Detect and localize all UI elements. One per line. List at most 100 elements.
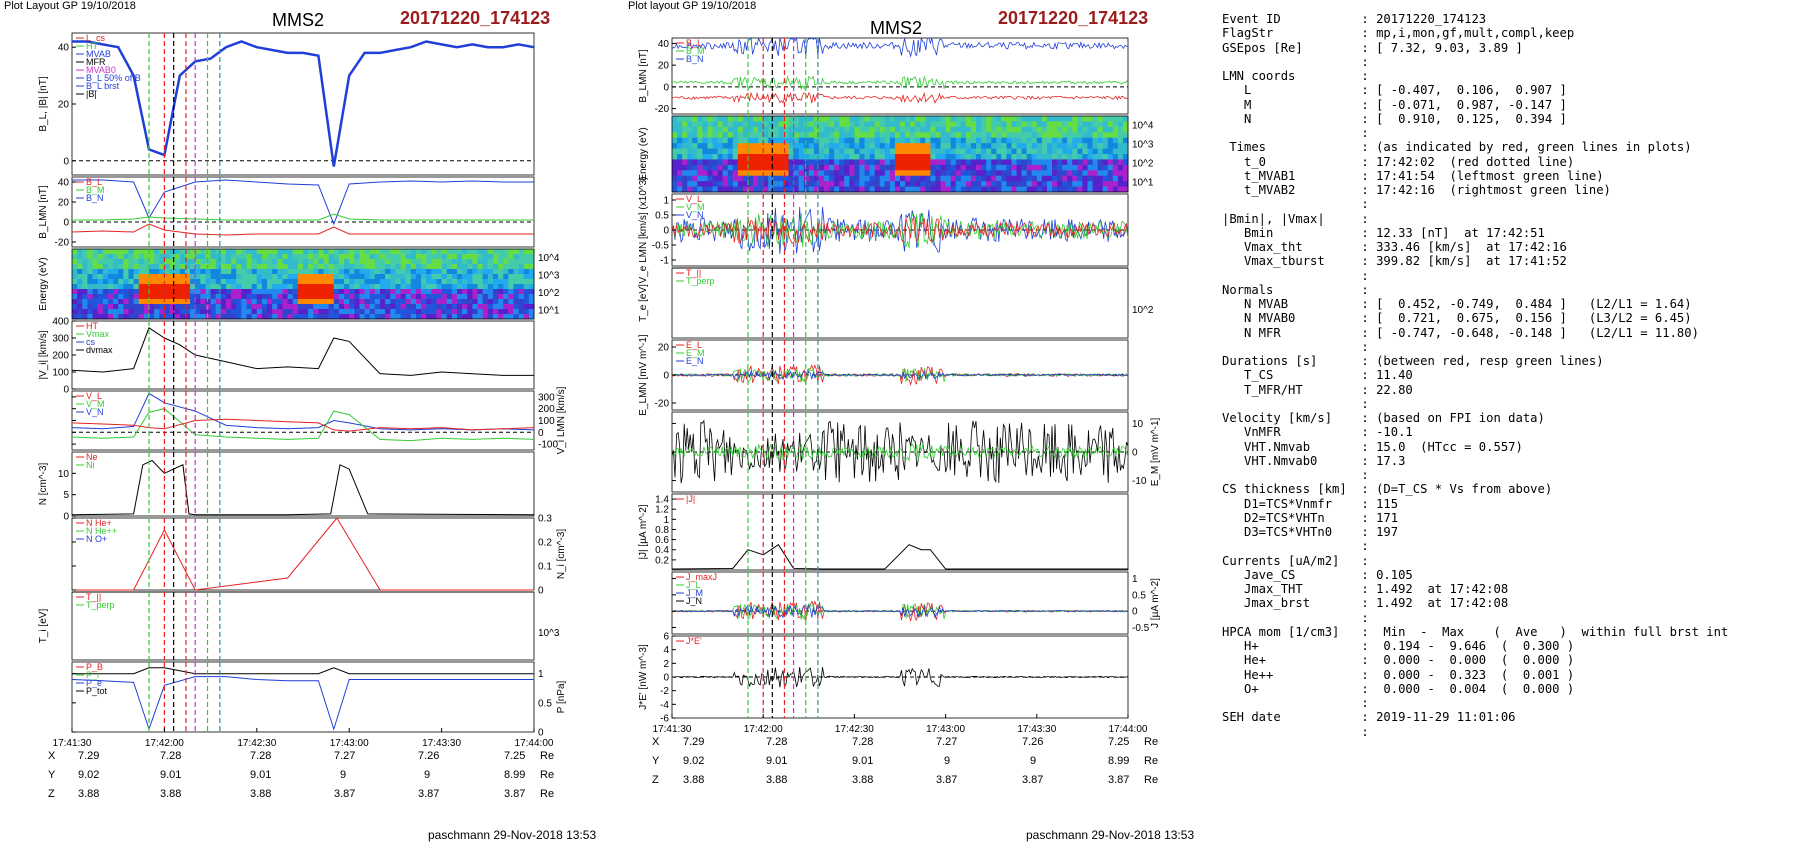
heatmap-cell xyxy=(773,164,779,171)
heatmap-cell xyxy=(292,294,299,300)
panel-frame xyxy=(71,517,535,591)
heatmap-cell xyxy=(707,170,714,177)
heatmap-cell xyxy=(682,154,688,160)
left-coord-x-unit: Re xyxy=(540,750,555,762)
heatmap-cell xyxy=(894,132,901,139)
heatmap-cell xyxy=(113,309,119,315)
heatmap-cell xyxy=(498,289,504,295)
heatmap-cell xyxy=(395,264,402,270)
heatmap-cell xyxy=(970,116,977,122)
heatmap-cell xyxy=(190,264,196,270)
y-tick-label: 1.4 xyxy=(655,495,669,506)
y-tick-label: 0.8 xyxy=(655,525,669,536)
heatmap-cell xyxy=(849,137,855,144)
heatmap-cell xyxy=(905,159,911,166)
heatmap-cell xyxy=(482,269,489,275)
heatmap-cell xyxy=(523,264,530,270)
right-event-label: 20171220_174123 xyxy=(998,8,1149,28)
heatmap-cell xyxy=(318,289,325,295)
heatmap-cell xyxy=(246,299,253,305)
heatmap-cell xyxy=(246,249,253,255)
legend-label: |J| xyxy=(686,494,695,504)
left-coord-x-label: X xyxy=(48,750,56,762)
heatmap-cell xyxy=(1117,121,1124,128)
heatmap-cell xyxy=(82,289,88,295)
heatmap-cell xyxy=(986,154,992,160)
heatmap-cell xyxy=(451,269,458,275)
heatmap-cell xyxy=(77,314,83,320)
heatmap-cell xyxy=(498,304,504,310)
right-coord-z-3: 3.87 xyxy=(936,774,958,786)
legend-label: E_N xyxy=(686,356,704,366)
heatmap-cell xyxy=(1026,175,1033,182)
heatmap-cell xyxy=(241,314,248,320)
right-coord-y-1: 9.01 xyxy=(766,755,788,767)
heatmap-cell xyxy=(960,137,967,144)
heatmap-cell xyxy=(241,304,248,310)
heatmap-cell xyxy=(692,126,698,133)
heatmap-cell xyxy=(884,164,891,171)
heatmap-cell xyxy=(164,294,171,300)
heatmap-cell xyxy=(900,159,906,166)
heatmap-cell xyxy=(508,284,514,290)
heatmap-cell xyxy=(839,116,845,122)
heatmap-cell xyxy=(874,186,881,193)
heatmap-cell xyxy=(864,159,871,166)
heatmap-cell xyxy=(226,294,232,300)
heatmap-cell xyxy=(487,304,494,310)
heatmap-cell xyxy=(482,304,489,310)
heatmap-cell xyxy=(143,304,150,310)
heatmap-cell xyxy=(1006,121,1012,128)
heatmap-cell xyxy=(133,304,140,310)
heatmap-cell xyxy=(426,269,432,275)
heatmap-cell xyxy=(503,259,509,265)
heatmap-cell xyxy=(313,264,319,270)
heatmap-cell xyxy=(174,249,181,255)
heatmap-cell xyxy=(359,309,366,315)
heatmap-cell xyxy=(930,175,936,182)
heatmap-cell xyxy=(768,186,774,193)
heatmap-cell xyxy=(1092,116,1099,122)
heatmap-cell xyxy=(174,299,181,305)
heatmap-cell xyxy=(154,284,160,290)
heatmap-cell xyxy=(1052,121,1058,128)
heatmap-cell xyxy=(174,304,181,310)
heatmap-cell xyxy=(344,284,350,290)
heatmap-cell xyxy=(359,289,366,295)
panel-right-ve: -1-0.500.51V_e LMN [km/s] (x10^3) V_LV_MV… xyxy=(638,177,1129,283)
heatmap-cell xyxy=(839,132,845,139)
heatmap-cell xyxy=(318,269,325,275)
heatmap-cell xyxy=(246,269,253,275)
heatmap-cell xyxy=(834,164,840,171)
heatmap-cell xyxy=(338,264,345,270)
heatmap-cell xyxy=(492,269,499,275)
heatmap-cell xyxy=(415,304,422,310)
y-tick-label: 20 xyxy=(658,61,670,72)
heatmap-cell xyxy=(508,269,514,275)
heatmap-cell xyxy=(487,274,494,280)
heatmap-cell xyxy=(179,254,186,260)
heatmap-cell xyxy=(410,274,417,280)
heatmap-cell xyxy=(118,254,124,260)
heatmap-cell xyxy=(380,304,386,310)
heatmap-cell xyxy=(518,314,525,320)
heatmap-cell xyxy=(451,289,458,295)
heatmap-cell xyxy=(849,121,855,128)
legend-label: V_M xyxy=(86,399,105,409)
heatmap-cell xyxy=(849,170,855,177)
heatmap-cell xyxy=(1031,143,1038,150)
heatmap-cell xyxy=(950,148,957,155)
heatmap-cell xyxy=(241,299,248,305)
heatmap-cell xyxy=(879,181,886,188)
heatmap-cell xyxy=(400,289,407,295)
y-tick-label: 0 xyxy=(1132,607,1138,618)
heatmap-cell xyxy=(385,309,391,315)
heatmap-cell xyxy=(803,159,810,166)
heatmap-cell xyxy=(400,314,407,320)
heatmap-cell xyxy=(261,269,268,275)
heatmap-cell xyxy=(523,304,530,310)
heatmap-cell xyxy=(1036,137,1043,144)
heatmap-cell xyxy=(344,259,350,265)
heatmap-cell xyxy=(910,181,916,188)
